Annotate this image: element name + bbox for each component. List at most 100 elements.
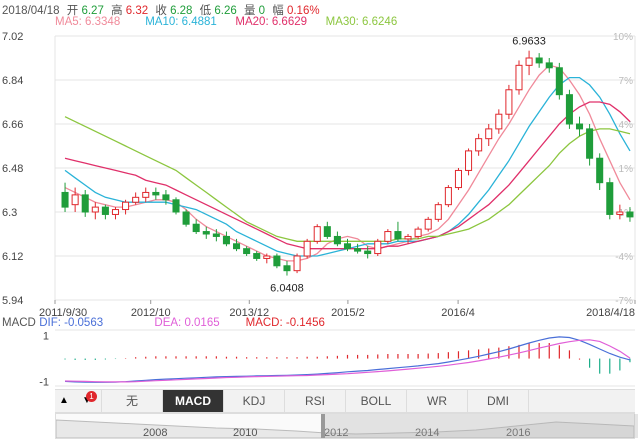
ma-line-ma10 xyxy=(64,76,631,257)
ma20-legend: MA20: 6.6629 xyxy=(235,16,308,28)
candle-body xyxy=(142,191,150,198)
tab-rsi[interactable]: RSI xyxy=(285,390,346,412)
volume-value: 0 xyxy=(258,5,266,17)
candle-body xyxy=(555,67,563,96)
percent-tick-label: 10% xyxy=(613,32,633,43)
scroll-down-button[interactable]: ▼ 1 xyxy=(73,390,102,412)
tab-macd[interactable]: MACD xyxy=(163,390,224,412)
candle-body xyxy=(414,228,422,237)
candle-body xyxy=(434,204,442,220)
price-tick-label: 6.3 xyxy=(2,207,17,219)
ma-line-ma5 xyxy=(64,64,631,262)
percent-tick-label: -1% xyxy=(615,208,633,219)
close-label: 收 xyxy=(155,5,167,17)
percent-tick-label: 7% xyxy=(619,76,634,87)
candle-body xyxy=(323,226,331,237)
candle-body xyxy=(81,194,89,213)
candle-body xyxy=(61,191,69,208)
ma5-legend: MA5: 6.3348 xyxy=(55,16,121,28)
candle-body xyxy=(424,218,432,230)
x-tick-label: 2012/10 xyxy=(131,307,171,319)
candle-body xyxy=(253,253,261,259)
tab-kdj[interactable]: KDJ xyxy=(224,390,285,412)
macd-tick-label: 1 xyxy=(43,331,49,343)
price-tick-label: 6.66 xyxy=(2,119,23,131)
ma10-legend: MA10: 6.4881 xyxy=(145,16,217,28)
tab-boll[interactable]: BOLL xyxy=(346,390,407,412)
candle-body xyxy=(485,128,493,140)
candle-body xyxy=(162,194,170,201)
navigator-selection-handle[interactable] xyxy=(321,414,638,438)
open-label: 开 xyxy=(66,5,79,17)
x-tick-label: 2015/2 xyxy=(331,307,365,319)
candle-body xyxy=(565,94,573,125)
macd-legend: MACD DIF: -0.0563 DEA: 0.0165 MACD: -0.1… xyxy=(2,317,325,329)
scroll-up-button[interactable]: ▲ xyxy=(55,390,73,412)
navigator-year-3: 2012 xyxy=(324,427,349,439)
close-value: 6.28 xyxy=(170,5,193,17)
candle-body xyxy=(303,240,311,257)
max-price-annotation: 6.9633 xyxy=(512,36,546,48)
candle-body xyxy=(525,57,533,66)
candle-body xyxy=(243,248,251,255)
candle-body xyxy=(535,57,543,64)
x-tick-label: 2016/4 xyxy=(441,307,475,319)
candle-body xyxy=(454,169,462,189)
candle-body xyxy=(172,199,180,213)
main-chart-svg: 7.02 10% 6.84 7% 6.66 4% 6.48 1% 6.3 -1% 6.12 -4% 5.… xyxy=(2,31,636,388)
percent-tick-label: 1% xyxy=(619,164,634,175)
candle-body xyxy=(101,206,109,215)
macd-tick-label: -1 xyxy=(39,376,49,388)
candle-body xyxy=(404,235,412,240)
macd-value-legend: MACD: -0.1456 xyxy=(245,317,325,329)
candle-body xyxy=(475,138,483,152)
price-tick-label: 5.94 xyxy=(2,295,23,307)
amplitude-value: 0.16% xyxy=(286,5,320,17)
candle-body xyxy=(222,235,230,245)
candle-body xyxy=(182,211,190,225)
low-label: 低 xyxy=(199,5,212,17)
tab-wr[interactable]: WR xyxy=(407,390,468,412)
high-label: 高 xyxy=(111,5,123,17)
x-tick-label: 2013/12 xyxy=(229,307,269,319)
tab-none[interactable]: 无 xyxy=(102,390,163,412)
dif-legend: DIF: -0.0563 xyxy=(39,317,104,329)
candle-body xyxy=(596,157,604,184)
candle-body xyxy=(293,255,301,272)
candle-body xyxy=(132,196,140,203)
min-price-annotation: 6.0408 xyxy=(270,283,304,295)
time-navigator[interactable]: 2008 2010 2012 2014 2016 xyxy=(55,413,638,439)
candle-body xyxy=(233,243,241,250)
candle-body xyxy=(111,209,120,215)
tab-dmi[interactable]: DMI xyxy=(468,390,529,412)
dea-legend: DEA: 0.0165 xyxy=(154,317,220,329)
candle-body xyxy=(575,123,584,130)
candle-body xyxy=(202,231,210,235)
date-label: 2018/04/18 xyxy=(2,5,60,17)
low-value: 6.26 xyxy=(214,5,237,17)
candle-body xyxy=(545,62,553,69)
price-tick-label: 6.12 xyxy=(2,251,23,263)
candle-body xyxy=(192,223,200,233)
candle-body xyxy=(91,206,99,213)
dea-line xyxy=(64,339,631,383)
dif-line xyxy=(64,336,631,383)
ma30-legend: MA30: 6.6246 xyxy=(325,16,398,28)
candle-body xyxy=(273,255,281,267)
volume-label: 量 xyxy=(243,5,256,17)
candle-body xyxy=(616,211,624,215)
candle-body xyxy=(212,233,220,237)
macd-legend-title: MACD xyxy=(2,317,36,329)
candle-body xyxy=(333,235,341,245)
candle-body xyxy=(152,191,160,196)
candle-body xyxy=(606,182,614,215)
high-value: 6.32 xyxy=(125,5,149,17)
ohlc-info: 2018/04/18 开 6.27 高 6.32 收 6.28 低 6.26 量… xyxy=(2,2,320,18)
price-tick-label: 6.84 xyxy=(2,75,23,87)
x-tick-label: 2018/4/18 xyxy=(586,307,635,319)
amplitude-label: 幅 xyxy=(272,5,284,17)
candle-body xyxy=(465,150,473,171)
up-arrow-icon: ▲ xyxy=(59,395,69,406)
candle-body xyxy=(71,194,79,206)
candle-body xyxy=(343,243,352,250)
